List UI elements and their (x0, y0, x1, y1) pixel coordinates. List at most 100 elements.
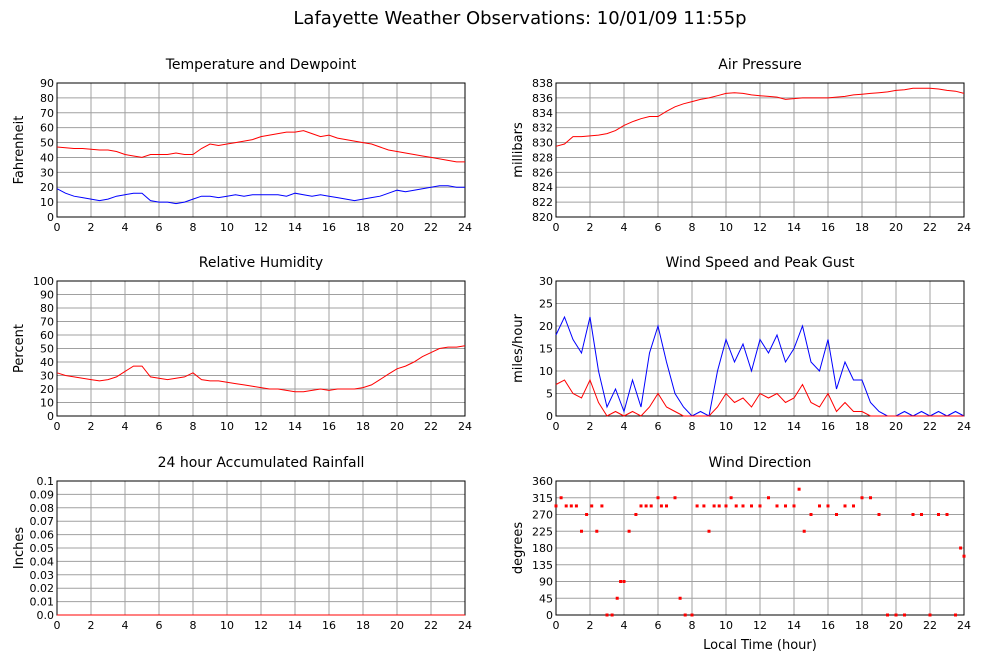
data-point (911, 513, 915, 516)
x-tick-label: 0 (54, 420, 61, 433)
x-tick-label: 12 (254, 221, 268, 234)
data-point (644, 504, 648, 508)
data-point (920, 513, 923, 516)
data-point (945, 513, 949, 516)
x-tick-label: 14 (787, 420, 801, 433)
x-tick-label: 4 (621, 221, 628, 234)
x-tick-label: 12 (753, 221, 767, 234)
data-point (569, 504, 573, 508)
plot-frame (555, 280, 965, 417)
data-point (734, 504, 738, 508)
data-point (712, 504, 716, 508)
y-tick-label: 836 (532, 92, 553, 105)
data-point (835, 513, 838, 516)
x-tick-label: 6 (156, 420, 163, 433)
y-tick-label: 270 (532, 509, 553, 522)
data-point (595, 529, 599, 533)
y-tick-label: 0 (47, 410, 54, 423)
data-point (649, 504, 653, 508)
chart-panel: Relative HumidityPercent0102030405060708… (12, 255, 472, 433)
x-tick-label: 6 (156, 619, 163, 632)
y-tick-label: 30 (40, 370, 54, 383)
y-tick-label: 225 (532, 525, 553, 538)
data-point (775, 504, 779, 508)
data-point (750, 504, 753, 508)
data-point (843, 504, 847, 508)
x-tick-label: 6 (655, 221, 662, 234)
x-tick-label: 24 (458, 221, 472, 234)
chart-title: Wind Speed and Peak Gust (666, 255, 855, 271)
chart-title: Wind Direction (709, 455, 812, 471)
data-point (554, 504, 558, 508)
y-axis-label: miles/hour (511, 313, 526, 382)
y-tick-label: 0 (47, 211, 54, 224)
x-tick-label: 16 (821, 619, 835, 632)
y-tick-label: 30 (539, 275, 553, 288)
y-tick-label: 100 (33, 275, 54, 288)
data-point (954, 613, 957, 617)
data-point (665, 504, 668, 508)
data-point (585, 513, 589, 516)
chart-panel: Wind Speed and Peak Gust miles/hour 0 5 10 15… (511, 255, 971, 433)
x-tick-label: 20 (889, 619, 903, 632)
chart-panel: Air Pressuremillibars8208228248268288308… (511, 57, 971, 234)
y-tick-label: 0.05 (30, 542, 55, 555)
y-tick-label: 0.02 (30, 582, 55, 595)
y-tick-label: 0.09 (30, 488, 55, 501)
data-point (683, 613, 687, 617)
plot-frame (555, 480, 965, 616)
data-line (555, 87, 965, 147)
y-tick-label: 20 (539, 320, 553, 333)
y-tick-label: 10 (40, 196, 54, 209)
data-point (600, 504, 604, 508)
x-tick-label: 8 (190, 619, 197, 632)
y-tick-label: 20 (40, 383, 54, 396)
data-point (690, 613, 694, 617)
x-tick-label: 24 (957, 221, 971, 234)
y-tick-label: 50 (40, 137, 54, 150)
data-point (886, 613, 889, 617)
y-tick-label: 830 (532, 137, 553, 150)
plot-frame (56, 280, 466, 417)
x-tick-label: 4 (621, 619, 628, 632)
x-tick-label: 16 (821, 420, 835, 433)
x-tick-label: 20 (889, 420, 903, 433)
x-tick-label: 18 (855, 619, 869, 632)
x-tick-label: 8 (689, 221, 696, 234)
y-tick-label: 826 (532, 166, 553, 179)
y-tick-label: 0.03 (30, 569, 55, 582)
x-tick-label: 20 (390, 619, 404, 632)
data-point (792, 504, 796, 508)
y-tick-label: 820 (532, 211, 553, 224)
x-tick-label: 16 (322, 420, 336, 433)
y-tick-label: 0 (546, 410, 553, 423)
y-axis-label: Percent (12, 324, 27, 373)
y-tick-label: 40 (40, 151, 54, 164)
data-point (659, 504, 663, 508)
x-tick-label: 0 (553, 221, 560, 234)
x-axis-label: Local Time (hour) (703, 638, 817, 653)
x-tick-label: 22 (923, 221, 937, 234)
x-tick-label: 0 (54, 619, 61, 632)
y-tick-label: 0 (546, 609, 553, 622)
y-tick-label: 0.08 (30, 502, 55, 515)
data-point (622, 580, 626, 583)
data-line (56, 130, 465, 163)
y-tick-label: 135 (532, 559, 553, 572)
y-tick-label: 832 (532, 122, 553, 135)
chart-title: Air Pressure (718, 57, 801, 73)
y-tick-label: 60 (40, 122, 54, 135)
x-tick-label: 22 (424, 221, 438, 234)
data-point (741, 504, 745, 508)
data-point (695, 504, 699, 508)
x-tick-label: 14 (288, 221, 302, 234)
x-tick-label: 10 (719, 619, 733, 632)
chart-title: Relative Humidity (199, 255, 323, 271)
y-tick-label: 0.0 (37, 609, 55, 622)
x-tick-label: 14 (787, 221, 801, 234)
data-point (962, 554, 966, 558)
chart-panel: 24 hour Accumulated RainfallInches0.00.0… (12, 455, 472, 632)
x-tick-label: 4 (122, 221, 129, 234)
x-tick-label: 10 (220, 221, 234, 234)
